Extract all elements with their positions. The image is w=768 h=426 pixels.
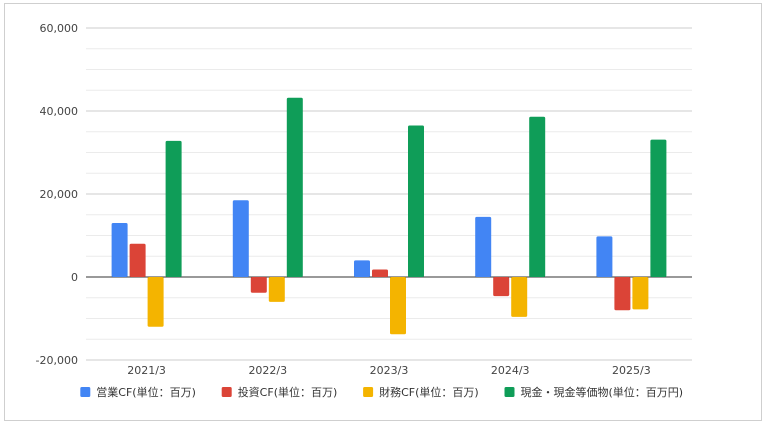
bar-series-1-2023/3 bbox=[372, 269, 388, 277]
bar-series-2-2022/3 bbox=[268, 277, 285, 302]
gridlines bbox=[86, 27, 692, 361]
legend-swatch bbox=[80, 387, 91, 397]
bar-series-1-2025/3 bbox=[614, 277, 631, 311]
bar-series-1-2022/3 bbox=[250, 277, 267, 293]
legend-label: 財務CF(単位：百万) bbox=[379, 385, 479, 399]
legend-swatch bbox=[221, 387, 232, 397]
bar-series-2-2023/3 bbox=[390, 277, 406, 335]
x-tick-label: 2024/3 bbox=[491, 364, 530, 377]
bars bbox=[111, 97, 667, 335]
legend-label: 現金・現金等価物(単位：百万円) bbox=[521, 385, 684, 399]
bar-series-0-2023/3 bbox=[354, 260, 370, 277]
bar-series-1-2024/3 bbox=[493, 277, 510, 297]
bar-series-2-2021/3 bbox=[147, 277, 164, 327]
bar-series-2-2024/3 bbox=[511, 277, 528, 317]
legend-label: 営業CF(単位：百万) bbox=[96, 385, 196, 399]
y-tick-label: -20,000 bbox=[36, 354, 78, 367]
y-tick-label: 60,000 bbox=[40, 22, 79, 35]
bar-series-3-2025/3 bbox=[650, 139, 667, 277]
x-tick-label: 2025/3 bbox=[612, 364, 651, 377]
bar-series-0-2025/3 bbox=[596, 236, 613, 277]
bar-series-1-2021/3 bbox=[129, 243, 146, 277]
bar-series-0-2021/3 bbox=[111, 223, 128, 277]
x-tick-label: 2022/3 bbox=[248, 364, 287, 377]
x-tick-label: 2021/3 bbox=[127, 364, 166, 377]
legend: 営業CF(単位：百万) 投資CF(単位：百万) 財務CF(単位：百万) 現金・現金等価… bbox=[80, 385, 683, 399]
legend-label: 投資CF(単位：百万) bbox=[238, 385, 338, 399]
bar-series-3-2024/3 bbox=[529, 116, 546, 277]
axes: -20,000 0 20,000 40,000 60,000 2021/3 2022/3 20… bbox=[36, 22, 651, 377]
chart-frame bbox=[4, 3, 762, 421]
legend-swatch bbox=[363, 387, 374, 397]
x-tick-label: 2023/3 bbox=[370, 364, 409, 377]
bar-series-0-2022/3 bbox=[232, 200, 249, 277]
bar-series-2-2025/3 bbox=[632, 277, 649, 310]
y-tick-label: 20,000 bbox=[40, 188, 79, 201]
bar-series-3-2021/3 bbox=[165, 140, 182, 277]
y-tick-label: 0 bbox=[71, 271, 78, 284]
bar-series-3-2022/3 bbox=[286, 97, 303, 277]
legend-swatch bbox=[504, 387, 515, 397]
bar-series-3-2023/3 bbox=[408, 125, 424, 278]
y-tick-label: 40,000 bbox=[40, 105, 79, 118]
bar-series-0-2024/3 bbox=[475, 216, 492, 277]
